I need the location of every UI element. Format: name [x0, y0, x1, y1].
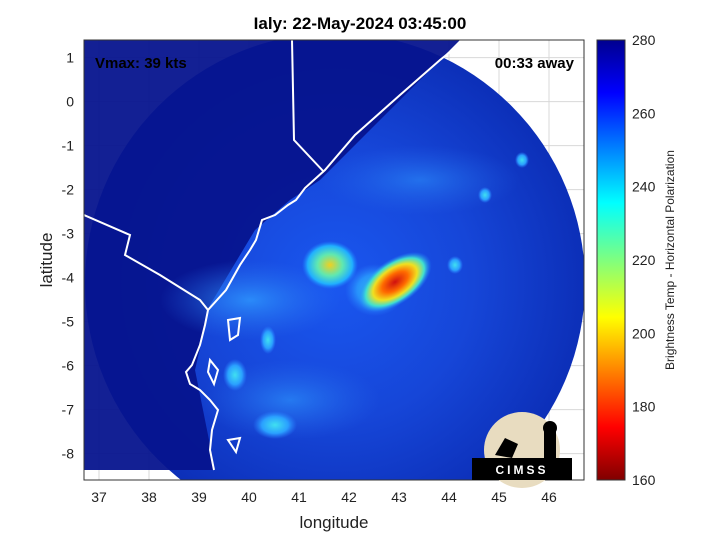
x-tick-label: 37 [91, 489, 107, 505]
x-tick-label: 38 [141, 489, 157, 505]
colorbar-tick-label: 280 [632, 32, 656, 48]
x-axis-label: longitude [299, 513, 368, 532]
storm-cell [302, 241, 358, 289]
colorbar-label: Brightness Temp - Horizontal Polarizatio… [663, 150, 677, 370]
x-tick-label: 43 [391, 489, 407, 505]
colorbar [596, 39, 626, 481]
convective-cell [515, 152, 529, 168]
y-tick-label: 0 [66, 94, 74, 110]
y-tick-label: -2 [62, 182, 75, 198]
y-tick-label: -8 [62, 446, 75, 462]
y-tick-labels: 1 0 -1 -2 -3 -4 -5 -6 -7 -8 [62, 50, 75, 462]
colorbar-tick-label: 160 [632, 472, 656, 488]
x-tick-label: 45 [491, 489, 507, 505]
convective-cell [260, 326, 276, 354]
y-tick-label: -6 [62, 358, 75, 374]
x-tick-label: 44 [441, 489, 457, 505]
x-tick-label: 41 [291, 489, 307, 505]
cimss-logo: CIMSS [472, 412, 572, 488]
colorbar-tick-label: 220 [632, 252, 656, 268]
colorbar-tick-label: 180 [632, 399, 656, 415]
y-tick-label: 1 [66, 50, 74, 66]
x-tick-label: 42 [341, 489, 357, 505]
y-tick-label: -4 [62, 270, 75, 286]
colorbar-tick-labels: 280 260 240 220 200 180 160 [632, 32, 656, 488]
cimss-logo-text: CIMSS [495, 463, 548, 477]
x-tick-label: 46 [541, 489, 557, 505]
coastline [84, 40, 466, 471]
colorbar-tick-label: 260 [632, 105, 656, 121]
time-away-label: 00:33 away [495, 55, 575, 72]
axes-frame [83, 39, 585, 481]
y-tick-label: -7 [62, 402, 75, 418]
vmax-label: Vmax: 39 kts [95, 55, 187, 72]
land-region [84, 40, 460, 470]
x-tick-labels: 37 38 39 40 41 42 43 44 45 46 [91, 489, 557, 505]
convective-cell [447, 256, 463, 274]
plot-title: Ialy: 22-May-2024 03:45:00 [253, 14, 467, 33]
colorbar-tick-label: 240 [632, 179, 656, 195]
colorbar-tick-label: 200 [632, 325, 656, 341]
y-tick-label: -1 [62, 138, 75, 154]
rain-band [320, 145, 520, 215]
storm-core [358, 251, 432, 313]
convective-cell [478, 187, 492, 203]
x-tick-label: 40 [241, 489, 257, 505]
y-axis-label: latitude [37, 233, 56, 288]
y-tick-label: -5 [62, 314, 75, 330]
convective-cell [223, 359, 247, 391]
convective-cell [253, 411, 297, 439]
y-tick-label: -3 [62, 226, 75, 242]
x-tick-label: 39 [191, 489, 207, 505]
